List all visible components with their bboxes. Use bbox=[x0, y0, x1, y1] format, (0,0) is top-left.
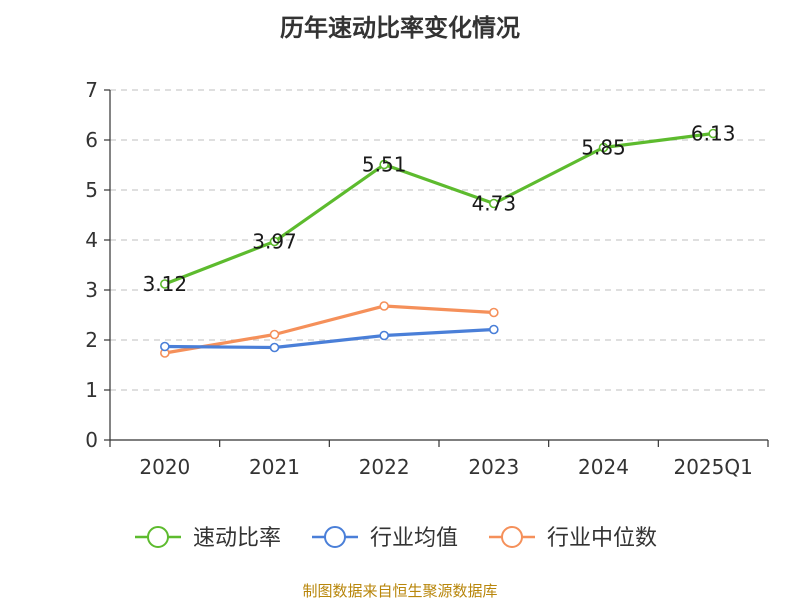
series-line bbox=[164, 327, 494, 350]
data-point bbox=[489, 198, 499, 209]
y-tick-label: 0 bbox=[85, 428, 98, 452]
data-point bbox=[269, 329, 280, 340]
x-tick-label: 2023 bbox=[468, 455, 519, 479]
data-label: 4.73 bbox=[472, 192, 517, 216]
legend-marker bbox=[324, 526, 346, 548]
legend-item-1: 行业均值 bbox=[312, 526, 458, 551]
series-line bbox=[164, 304, 494, 355]
data-point bbox=[708, 128, 718, 139]
source-note: 制图数据来自恒生聚源数据库 bbox=[302, 582, 497, 600]
series-line bbox=[164, 131, 714, 286]
series-2 bbox=[160, 301, 499, 358]
y-tick-label: 3 bbox=[85, 278, 98, 302]
x-tick-label: 2024 bbox=[578, 455, 629, 479]
series-group bbox=[160, 128, 718, 358]
y-tick-label: 6 bbox=[85, 128, 98, 152]
data-label: 6.13 bbox=[691, 122, 736, 146]
y-tick-label: 4 bbox=[85, 228, 98, 252]
legend-marker bbox=[501, 526, 523, 548]
legend-marker bbox=[147, 526, 169, 548]
x-tick-label: 2025Q1 bbox=[673, 455, 752, 479]
x-tick-label: 2022 bbox=[359, 455, 410, 479]
y-tick-label: 2 bbox=[85, 328, 98, 352]
data-point bbox=[379, 330, 389, 341]
y-tick-labels: 0 1 2 3 4 5 6 7 bbox=[85, 78, 98, 452]
data-point bbox=[269, 342, 280, 353]
y-tick-label: 5 bbox=[85, 178, 98, 202]
data-labels: 3.12 3.97 5.51 4.73 5.85 6.13 bbox=[143, 122, 736, 297]
legend-item-2: 行业中位数 bbox=[489, 526, 657, 551]
data-point bbox=[269, 236, 280, 247]
legend-item-0: 速动比率 bbox=[135, 526, 281, 551]
data-point bbox=[379, 159, 389, 170]
series-0 bbox=[160, 128, 718, 289]
x-tick-label: 2020 bbox=[139, 455, 190, 479]
data-point bbox=[598, 142, 609, 153]
legend: 速动比率 行业均值 行业中位数 bbox=[135, 526, 657, 551]
legend-label: 速动比率 bbox=[193, 526, 281, 551]
data-point bbox=[160, 341, 170, 352]
x-tick-labels: 2020 2021 2022 2023 2024 2025Q1 bbox=[139, 455, 752, 479]
data-label: 3.12 bbox=[143, 272, 188, 296]
data-label: 5.85 bbox=[581, 136, 626, 160]
data-point bbox=[489, 324, 499, 335]
legend-label: 行业中位数 bbox=[547, 526, 657, 551]
axes bbox=[104, 89, 769, 447]
y-tick-label: 7 bbox=[85, 78, 98, 102]
data-label: 3.97 bbox=[252, 230, 297, 254]
x-tick-label: 2021 bbox=[249, 455, 300, 479]
chart-title: 历年速动比率变化情况 bbox=[280, 14, 520, 42]
series-1 bbox=[160, 324, 499, 353]
data-point bbox=[489, 307, 499, 318]
y-tick-label: 1 bbox=[85, 378, 98, 402]
data-label: 5.51 bbox=[362, 153, 407, 177]
data-point bbox=[160, 279, 170, 289]
legend-label: 行业均值 bbox=[370, 526, 458, 551]
data-point bbox=[379, 301, 389, 311]
